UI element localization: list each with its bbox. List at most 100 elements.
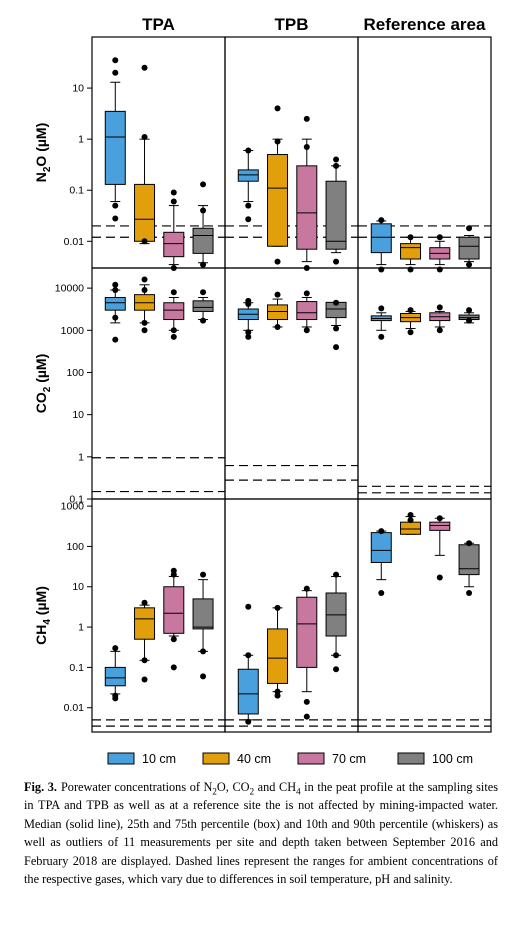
outlier-point (112, 336, 119, 343)
y-tick-label: 10 (72, 409, 84, 421)
outlier-point (407, 307, 414, 314)
box-iqr (296, 165, 318, 250)
outlier-point (333, 156, 340, 163)
y-tick-label: 0.1 (69, 662, 84, 674)
outlier-point (466, 261, 473, 268)
outlier-point (333, 344, 340, 351)
outlier-point (333, 299, 340, 306)
outlier-point (170, 289, 177, 296)
outlier-point (200, 289, 207, 296)
box-iqr (296, 596, 318, 668)
y-tick-label: 10000 (55, 283, 84, 295)
box-iqr (237, 668, 259, 715)
outlier-point (378, 528, 385, 535)
box-70cm (429, 515, 451, 581)
box-10cm (104, 57, 126, 222)
outlier-point (245, 603, 252, 610)
legend-label: 100 cm (432, 752, 473, 766)
y-tick-label: 10 (72, 83, 84, 95)
outlier-point (170, 636, 177, 643)
outlier-point (245, 147, 252, 154)
outlier-point (303, 144, 310, 151)
outlier-point (245, 301, 252, 308)
outlier-point (274, 258, 281, 265)
outlier-point (274, 323, 281, 330)
box-10cm (104, 645, 126, 702)
caption-text: and CH (254, 780, 297, 794)
outlier-point (378, 217, 385, 224)
outlier-point (333, 666, 340, 673)
box-iqr (325, 180, 347, 250)
outlier-point (245, 718, 252, 725)
box-70cm (296, 585, 318, 720)
box-10cm (370, 305, 392, 340)
column-title: TPB (275, 15, 309, 34)
box-100cm (192, 181, 214, 268)
box-40cm (400, 307, 422, 336)
outlier-point (200, 571, 207, 578)
box-10cm (237, 297, 259, 340)
box-40cm (267, 105, 289, 265)
box-70cm (163, 567, 185, 671)
outlier-point (141, 319, 148, 326)
legend-label: 70 cm (332, 752, 366, 766)
outlier-point (170, 571, 177, 578)
outlier-point (303, 698, 310, 705)
outlier-point (200, 181, 207, 188)
outlier-point (112, 281, 119, 288)
box-100cm (458, 540, 480, 596)
box-iqr (192, 598, 214, 630)
outlier-point (112, 695, 119, 702)
box-iqr (104, 296, 126, 311)
box-70cm (296, 115, 318, 271)
legend-item: 70 cm (297, 752, 366, 766)
outlier-point (378, 333, 385, 340)
legend-label: 40 cm (237, 752, 271, 766)
box-100cm (325, 156, 347, 265)
outlier-point (112, 314, 119, 321)
box-iqr (134, 183, 156, 242)
outlier-point (245, 333, 252, 340)
outlier-point (436, 574, 443, 581)
caption-subscript: 4 (296, 786, 301, 797)
legend-swatch (397, 752, 425, 765)
y-tick-label: 1 (78, 622, 84, 634)
box-iqr (163, 302, 185, 321)
outlier-point (141, 134, 148, 141)
box-100cm (458, 307, 480, 324)
box-iqr (192, 227, 214, 254)
outlier-point (274, 138, 281, 145)
box-40cm (267, 604, 289, 699)
outlier-point (333, 571, 340, 578)
box-iqr (458, 544, 480, 576)
outlier-point (141, 599, 148, 606)
outlier-point (170, 333, 177, 340)
y-tick-label: 100 (66, 367, 84, 379)
box-100cm (325, 571, 347, 673)
box-70cm (429, 234, 451, 273)
outlier-point (170, 664, 177, 671)
y-tick-label: 1 (78, 134, 84, 146)
box-iqr (370, 223, 392, 254)
outlier-point (170, 189, 177, 196)
outlier-point (170, 198, 177, 205)
outlier-point (200, 648, 207, 655)
caption-text: O, CO (216, 780, 250, 794)
column-title: Reference area (364, 15, 486, 34)
outlier-point (141, 287, 148, 294)
box-40cm (134, 64, 156, 245)
outlier-point (466, 589, 473, 596)
outlier-point (274, 604, 281, 611)
box-iqr (400, 243, 422, 260)
y-axis-label: N2O (µM) (33, 123, 53, 183)
outlier-point (466, 307, 473, 314)
box-iqr (296, 301, 318, 321)
outlier-point (200, 673, 207, 680)
outlier-point (200, 207, 207, 214)
legend-swatch (107, 752, 135, 765)
legend-swatch (297, 752, 325, 765)
box-70cm (429, 304, 451, 334)
outlier-point (112, 645, 119, 652)
caption-subscript: 2 (249, 786, 255, 797)
